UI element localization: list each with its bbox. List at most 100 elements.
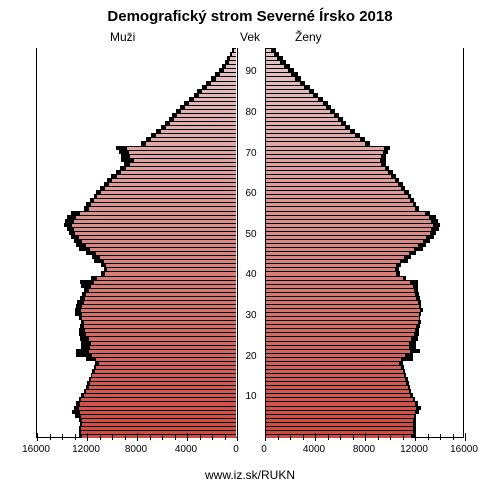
bar-women bbox=[265, 324, 416, 328]
age-gap bbox=[237, 85, 265, 89]
bar-men bbox=[97, 276, 236, 280]
age-gap bbox=[237, 202, 265, 206]
bar-men bbox=[232, 52, 236, 56]
bar-men bbox=[89, 349, 237, 353]
age-row bbox=[37, 365, 464, 369]
bar-men bbox=[72, 223, 236, 227]
bar-men bbox=[96, 251, 236, 255]
age-gap bbox=[237, 381, 265, 385]
age-gap bbox=[237, 288, 265, 292]
bar-men bbox=[229, 60, 237, 64]
age-gap bbox=[237, 373, 265, 377]
age-gap bbox=[237, 365, 265, 369]
bar-women bbox=[265, 174, 391, 178]
age-row bbox=[37, 247, 464, 251]
age-row bbox=[37, 182, 464, 186]
age-row bbox=[37, 60, 464, 64]
bar-men bbox=[89, 336, 237, 340]
bar-women bbox=[265, 377, 405, 381]
x-tick bbox=[187, 433, 188, 441]
bar-men bbox=[91, 341, 236, 345]
bar-women bbox=[265, 52, 274, 56]
x-tick-minor bbox=[440, 434, 441, 440]
bar-men bbox=[90, 381, 236, 385]
right-border bbox=[463, 48, 464, 437]
age-gap bbox=[237, 414, 265, 418]
bar-men bbox=[86, 332, 236, 336]
x-tick-label: 4000 bbox=[303, 444, 325, 455]
age-gap bbox=[237, 324, 265, 328]
age-gap bbox=[237, 129, 265, 133]
bar-women bbox=[265, 227, 431, 231]
bar-women bbox=[265, 381, 406, 385]
bar-women bbox=[265, 170, 388, 174]
bar-men bbox=[112, 178, 236, 182]
bar-men bbox=[91, 202, 236, 206]
bar-men bbox=[234, 48, 237, 52]
age-row bbox=[37, 296, 464, 300]
bar-men bbox=[230, 56, 236, 60]
bar-men bbox=[185, 105, 236, 109]
age-gap bbox=[237, 174, 265, 178]
age-gap bbox=[237, 426, 265, 430]
bar-women bbox=[265, 231, 430, 235]
bar-men bbox=[127, 146, 236, 150]
bar-men bbox=[92, 353, 236, 357]
x-tick-label: 0 bbox=[233, 444, 239, 455]
label-age: Vek bbox=[240, 30, 260, 44]
bar-men bbox=[86, 243, 236, 247]
bar-men bbox=[126, 166, 236, 170]
age-row bbox=[37, 52, 464, 56]
bar-men bbox=[81, 414, 236, 418]
x-tick bbox=[465, 433, 466, 441]
bar-men bbox=[92, 373, 236, 377]
x-tick-minor bbox=[340, 434, 341, 440]
age-gap bbox=[237, 243, 265, 247]
bar-men bbox=[96, 365, 236, 369]
age-row bbox=[37, 85, 464, 89]
bar-men bbox=[79, 235, 237, 239]
label-women: Ženy bbox=[295, 30, 322, 44]
bar-men bbox=[194, 97, 237, 101]
age-row bbox=[37, 251, 464, 255]
age-row bbox=[37, 263, 464, 267]
x-tick-minor bbox=[75, 434, 76, 440]
age-row bbox=[37, 336, 464, 340]
bar-women bbox=[265, 349, 410, 353]
bar-women bbox=[265, 361, 399, 365]
x-tick-label: 4000 bbox=[175, 444, 197, 455]
bar-women bbox=[265, 280, 410, 284]
age-gap bbox=[237, 101, 265, 105]
age-row bbox=[37, 141, 464, 145]
age-row bbox=[37, 341, 464, 345]
bar-men bbox=[84, 320, 237, 324]
bar-women bbox=[265, 141, 365, 145]
bar-men bbox=[89, 288, 237, 292]
bar-women bbox=[265, 259, 400, 263]
age-row bbox=[37, 211, 464, 215]
bar-men bbox=[85, 296, 236, 300]
bar-men bbox=[86, 292, 236, 296]
bar-men bbox=[109, 182, 237, 186]
bar-men bbox=[74, 219, 237, 223]
age-gap bbox=[237, 89, 265, 93]
bar-men bbox=[105, 186, 236, 190]
age-gap bbox=[237, 52, 265, 56]
age-gap bbox=[237, 328, 265, 332]
age-tick-label: 40 bbox=[237, 269, 265, 280]
bar-women bbox=[265, 401, 415, 405]
bar-women bbox=[265, 328, 415, 332]
bar-women bbox=[265, 414, 414, 418]
bar-men bbox=[90, 247, 236, 251]
bar-women bbox=[265, 162, 381, 166]
age-gap bbox=[237, 341, 265, 345]
bar-women bbox=[265, 182, 398, 186]
age-gap bbox=[237, 247, 265, 251]
bar-men bbox=[226, 64, 236, 68]
bar-men bbox=[80, 401, 236, 405]
age-gap bbox=[237, 434, 265, 438]
age-gap bbox=[237, 137, 265, 141]
age-row bbox=[37, 422, 464, 426]
x-tick bbox=[87, 433, 88, 441]
age-row bbox=[37, 48, 464, 52]
